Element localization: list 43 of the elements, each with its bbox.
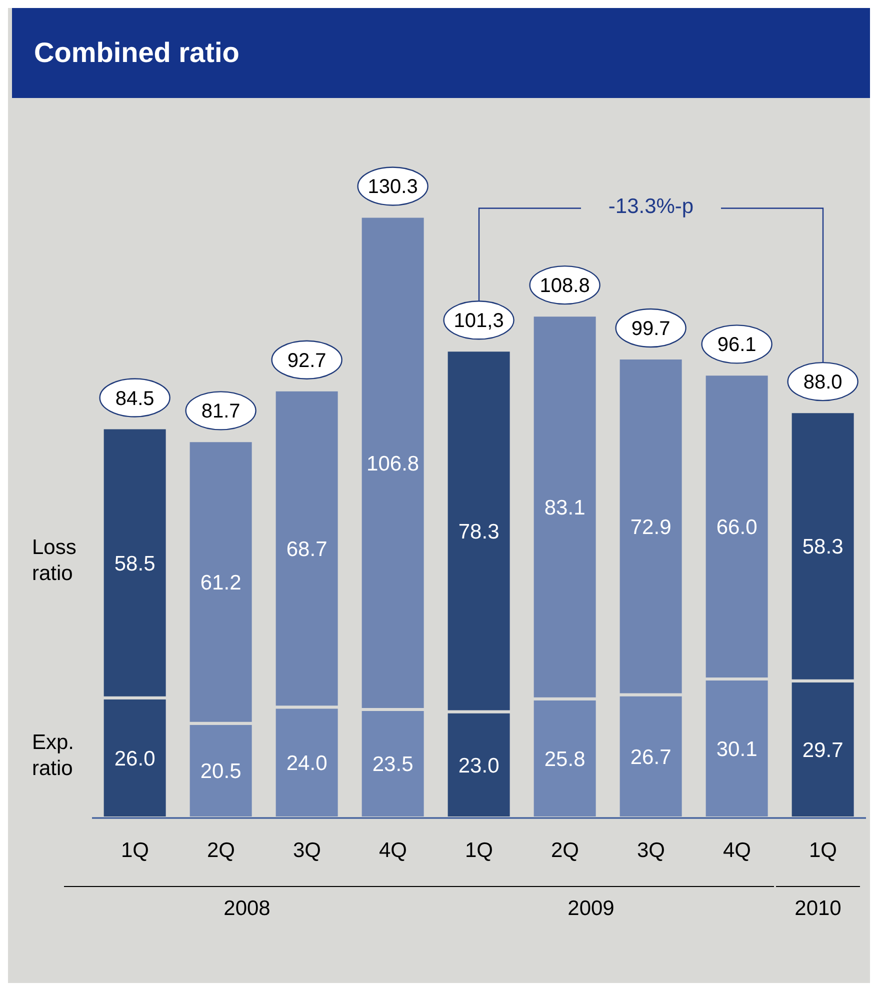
total-label: 92.7 [287, 350, 326, 372]
total-label: 99.7 [631, 318, 670, 340]
data-label: 23.0 [458, 754, 500, 778]
x-tick-label: 1Q [464, 838, 494, 862]
data-label: 23.5 [372, 753, 414, 776]
data-label: 29.7 [802, 738, 844, 762]
annotation: -13.3%-p [607, 195, 695, 220]
data-label: 25.8 [544, 748, 586, 771]
text: 2010 [776, 886, 860, 921]
x-tick-label: 2Q [550, 838, 580, 862]
data-label: 58.5 [114, 552, 156, 576]
data-label: 72.9 [630, 516, 672, 539]
text: 2008 [64, 886, 430, 921]
total-label: 88.0 [803, 372, 842, 394]
data-label: 78.3 [458, 520, 500, 544]
x-tick-label: 2Q [206, 838, 236, 862]
total-label: 81.7 [201, 400, 240, 423]
data-label: 61.2 [200, 571, 242, 594]
data-label: 26.7 [630, 746, 672, 769]
series-label: Exp. ratio [32, 730, 76, 782]
data-label: 30.1 [716, 738, 758, 761]
series-label: Loss ratio [32, 534, 78, 587]
data-label: 83.1 [544, 496, 586, 520]
data-label: 68.7 [286, 538, 328, 561]
x-tick-label: 3Q [292, 838, 322, 862]
data-label: 106.8 [366, 452, 420, 476]
total-label: 108.8 [540, 275, 590, 298]
data-label: 58.3 [802, 536, 844, 559]
data-label: 24.0 [286, 752, 328, 776]
total-label: 130.3 [368, 176, 418, 198]
x-tick-label: 4Q [722, 838, 752, 862]
total-label: 96.1 [717, 334, 756, 356]
x-tick-label: 1Q [120, 838, 150, 862]
chart-title: Combined ratio [12, 8, 870, 98]
data-label: 20.5 [200, 760, 242, 784]
data-label: 26.0 [114, 747, 156, 770]
x-tick-label: 3Q [636, 838, 666, 862]
x-tick-label: 1Q [808, 838, 838, 862]
x-tick-label: 4Q [378, 838, 408, 862]
data-label: 66.0 [716, 516, 758, 540]
total-label: 84.5 [115, 388, 154, 410]
text: 2009 [408, 886, 774, 921]
total-label: 101,3 [454, 310, 504, 332]
